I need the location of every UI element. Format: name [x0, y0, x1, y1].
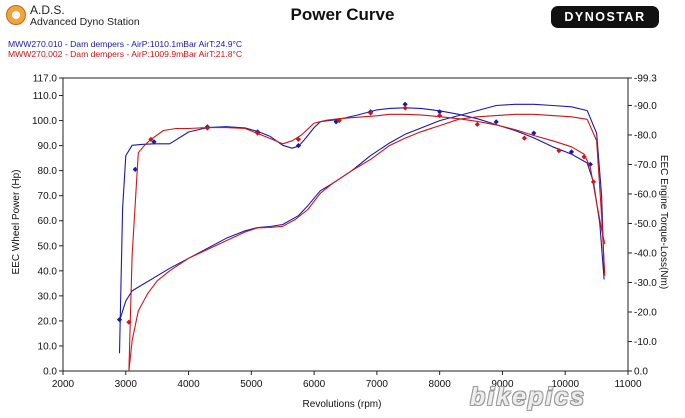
y-tick-label: 30.0	[38, 291, 58, 302]
y2-tick-label: -40.0	[634, 248, 657, 259]
y2-tick-label: -50.0	[634, 219, 657, 230]
x-tick-label: 4000	[177, 379, 200, 390]
x-tick-label: 8000	[429, 379, 452, 390]
series-marker	[521, 135, 528, 141]
run-label-1: MWW270.010 - Dam dempers - AirP:1010.1mB…	[8, 39, 243, 49]
y-tick-label: 110.0	[33, 91, 58, 102]
x-tick-label: 11000	[614, 379, 642, 390]
series-marker	[437, 112, 443, 119]
x-tick-label: 6000	[303, 379, 326, 390]
series-marker	[116, 317, 123, 323]
y-tick-label: 0.0	[43, 367, 57, 378]
series-marker	[493, 119, 499, 125]
brand-subtitle: Advanced Dyno Station	[30, 16, 140, 28]
y2-tick-label: -99.3	[634, 74, 657, 85]
x-tick-label: 3000	[115, 379, 138, 390]
chart-title: Power Curve	[290, 5, 395, 24]
y-tick-label: 50.0	[38, 241, 58, 252]
series-marker	[368, 110, 374, 116]
y2-tick-label: -20.0	[634, 307, 657, 318]
series-line-torque-run1	[118, 107, 605, 354]
y-tick-label: 20.0	[38, 316, 58, 327]
plot-frame	[62, 77, 629, 372]
y-tick-label: 90.0	[38, 141, 58, 152]
x-axis-label: Revolutions (rpm)	[303, 399, 382, 410]
brand-name: A.D.S.	[30, 3, 65, 17]
y2-tick-label: -60.0	[634, 189, 657, 200]
x-tick-label: 10000	[551, 379, 579, 390]
series-marker	[151, 139, 157, 145]
y2-tick-label: -10.0	[634, 337, 657, 348]
series-line-power-run2	[128, 113, 606, 372]
x-tick-label: 5000	[240, 379, 263, 390]
chart-series	[116, 101, 606, 372]
bikepics-watermark: bikepics	[470, 383, 587, 411]
header: A.D.S. Advanced Dyno Station Power Curve…	[0, 0, 685, 40]
x-tick-label: 9000	[491, 379, 514, 390]
y-tick-label: 100.0	[32, 116, 57, 127]
series-marker	[474, 121, 480, 127]
y-tick-label: 40.0	[38, 266, 58, 277]
chart-axes	[62, 77, 629, 372]
ads-logo-icon	[6, 5, 26, 25]
series-marker	[581, 154, 587, 160]
y2-tick-label: -30.0	[634, 278, 657, 289]
series-marker	[132, 166, 138, 173]
series-marker	[531, 130, 537, 136]
y2-axis-label: EEC Engine Torque-Loss(Nm)	[658, 155, 669, 289]
series-marker	[402, 101, 408, 107]
series-marker	[402, 105, 408, 111]
dynostar-badge: DYNOSTAR	[551, 6, 659, 28]
y-tick-label: 80.0	[38, 166, 58, 177]
series-marker	[590, 179, 597, 185]
y-tick-label: 60.0	[38, 216, 58, 227]
y2-tick-label: 0.0	[634, 367, 648, 378]
y-axis-label: EEC Wheel Power (Hp)	[11, 169, 22, 274]
y-tick-label: 10.0	[38, 341, 58, 352]
y2-tick-label: -80.0	[634, 130, 657, 141]
series-marker	[437, 109, 443, 115]
chart-ticks: 2000 3000 4000 5000 6000 7000 8000 9000 10000 110…	[32, 74, 657, 391]
y-tick-label: 70.0	[38, 191, 58, 202]
x-tick-label: 7000	[366, 379, 389, 390]
series-line-torque-run2	[128, 113, 606, 372]
x-tick-label: 2000	[52, 379, 75, 390]
series-marker	[556, 148, 562, 154]
y-tick-label: 117.0	[33, 74, 58, 85]
y2-tick-label: -90.0	[634, 101, 657, 112]
y2-tick-label: -70.0	[634, 160, 657, 171]
run-label-2: MWW270.002 - Dam dempers - AirP:1009.9mB…	[8, 49, 243, 59]
